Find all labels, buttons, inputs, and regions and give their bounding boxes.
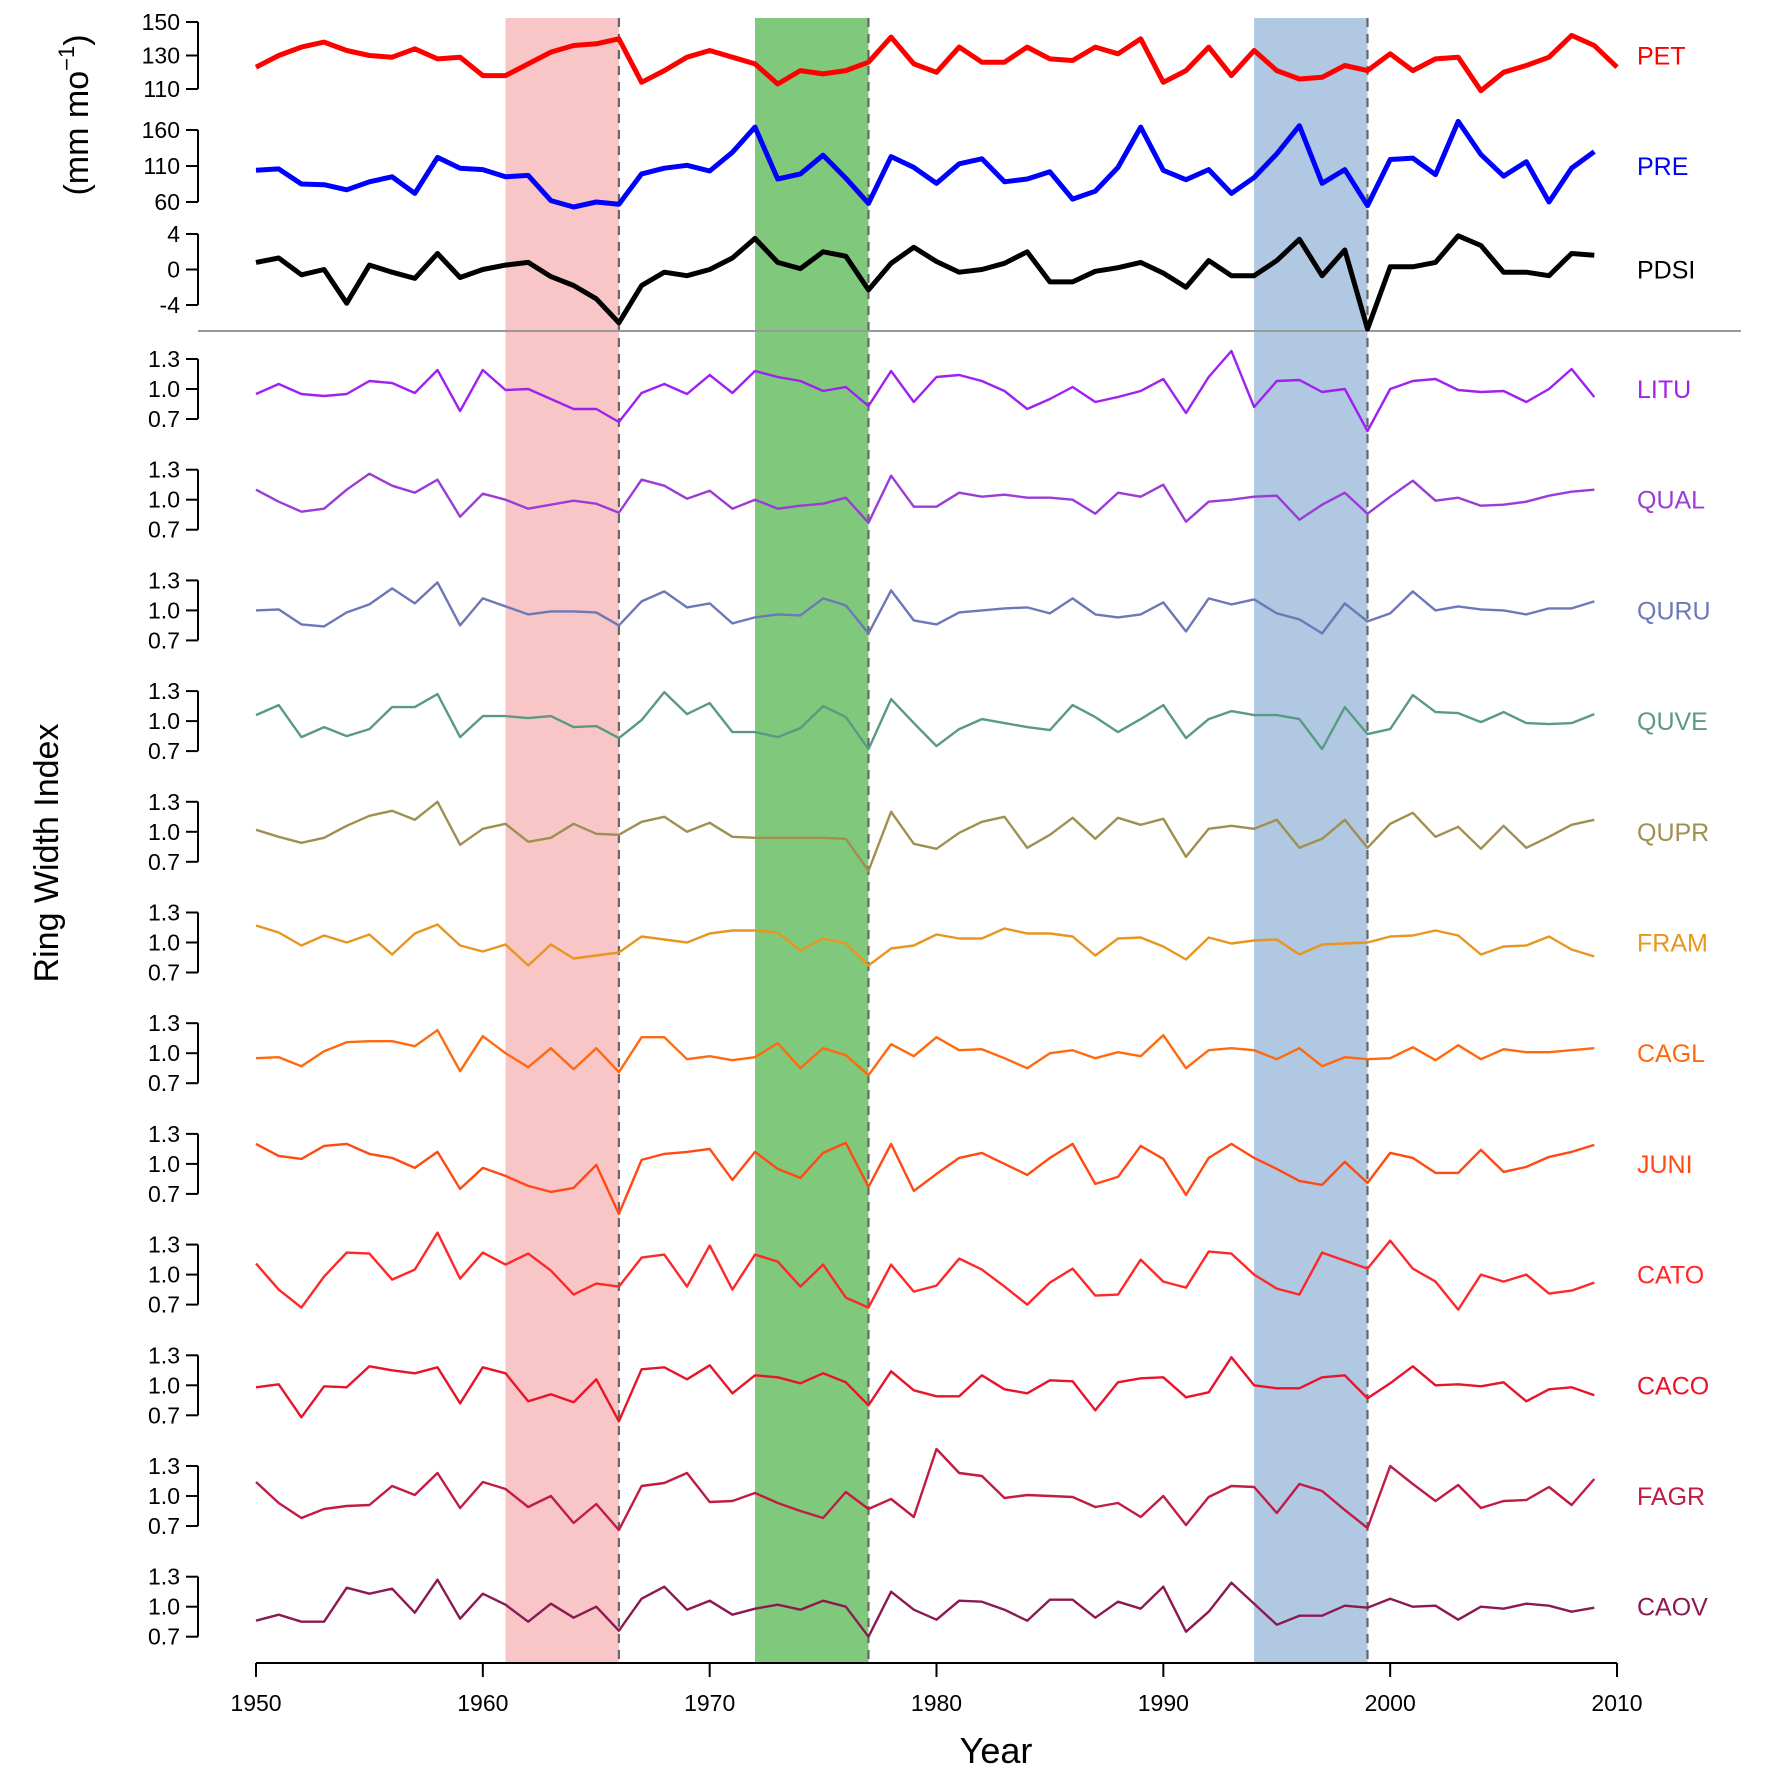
- caco-label: CACO: [1637, 1372, 1709, 1400]
- quve-y-tick-label: 1.3: [148, 678, 180, 704]
- juni-y-tick-label: 1.0: [148, 1151, 180, 1177]
- cagl-label: CAGL: [1637, 1040, 1705, 1068]
- pet-y-tick-label: 150: [142, 9, 180, 35]
- x-tick-label: 1960: [457, 1690, 508, 1716]
- fagr-y-tick-label: 1.3: [148, 1453, 180, 1479]
- qual-y-tick-label: 1.0: [148, 487, 180, 513]
- series-lines: [254, 32, 1619, 1638]
- pdsi-y-tick-label: 0: [167, 257, 180, 283]
- y-axes: 110 130 150 60 110 160 -4 0 4 0.7 1.0 1.3 0.7 1.0 1.3 0…: [142, 9, 199, 1650]
- litu-y-tick-label: 1.0: [148, 376, 180, 402]
- quve-line: [255, 690, 1595, 751]
- caov-line: [255, 1578, 1595, 1638]
- cagl-y-tick-label: 0.7: [148, 1070, 180, 1096]
- quru-y-tick-label: 1.3: [148, 567, 180, 593]
- fagr-line: [255, 1447, 1596, 1532]
- cato-y-tick-label: 0.7: [148, 1292, 180, 1318]
- pet-y-tick-label: 110: [143, 76, 180, 102]
- x-tick-label: 2010: [1591, 1690, 1642, 1716]
- juni-y-tick-label: 0.7: [148, 1181, 180, 1207]
- fagr-y-tick-label: 1.0: [148, 1483, 180, 1509]
- cato-line: [255, 1231, 1595, 1311]
- pdsi-y-tick-label: 4: [167, 221, 180, 247]
- pdsi-y-tick-label: -4: [160, 292, 181, 318]
- fram-label: FRAM: [1637, 930, 1708, 958]
- cato-y-tick-label: 1.3: [148, 1232, 180, 1258]
- cagl-line: [255, 1028, 1595, 1077]
- quve-y-tick-label: 0.7: [148, 738, 180, 764]
- juni-line: [255, 1141, 1595, 1216]
- quru-y-tick-label: 1.0: [148, 597, 180, 623]
- caco-y-tick-label: 1.3: [148, 1342, 180, 1368]
- cato-y-tick-label: 1.0: [148, 1262, 180, 1288]
- qupr-line: [255, 800, 1595, 872]
- climate-y-axis-title: (mm mo−1): [54, 34, 96, 195]
- qual-label: QUAL: [1637, 487, 1705, 515]
- quve-y-tick-label: 1.0: [148, 708, 180, 734]
- pre-line: [255, 118, 1596, 210]
- qual-y-tick-label: 0.7: [148, 517, 180, 543]
- quru-label: QURU: [1637, 597, 1711, 625]
- period-band-2: [755, 18, 869, 1663]
- caco-y-tick-label: 0.7: [148, 1402, 180, 1428]
- fagr-label: FAGR: [1637, 1483, 1705, 1511]
- caco-y-tick-label: 1.0: [148, 1372, 180, 1398]
- ring-y-axis-title: Ring Width Index: [28, 724, 66, 983]
- caov-y-tick-label: 0.7: [148, 1624, 180, 1650]
- climate-y-axis-title-main: (mm mo: [58, 71, 96, 196]
- quve-label: QUVE: [1637, 708, 1708, 736]
- qual-line: [255, 472, 1595, 524]
- climate-y-axis-title-close: ): [58, 34, 96, 45]
- juni-y-tick-label: 1.3: [148, 1121, 180, 1147]
- fram-y-tick-label: 1.0: [148, 930, 180, 956]
- qupr-y-tick-label: 0.7: [148, 849, 180, 875]
- x-tick-label: 1950: [230, 1690, 281, 1716]
- series-labels: PET PRE PDSI LITU QUAL QURU QUVE QUPR FRAM CAGL JU…: [1637, 43, 1711, 1622]
- x-axis: 1950 1960 1970 1980 1990 2000 2010: [230, 1662, 1643, 1716]
- x-tick-label: 1970: [684, 1690, 735, 1716]
- fram-line: [255, 923, 1595, 967]
- caov-y-tick-label: 1.0: [148, 1594, 180, 1620]
- quru-y-tick-label: 0.7: [148, 627, 180, 653]
- x-tick-label: 1980: [911, 1690, 962, 1716]
- period-band-1: [505, 18, 619, 1663]
- pet-line: [254, 32, 1619, 94]
- pet-y-tick-label: 130: [142, 43, 180, 69]
- qupr-y-tick-label: 1.3: [148, 789, 180, 815]
- pre-y-tick-label: 110: [143, 153, 180, 179]
- cato-label: CATO: [1637, 1262, 1704, 1290]
- fram-y-tick-label: 0.7: [148, 960, 180, 986]
- cagl-y-tick-label: 1.0: [148, 1040, 180, 1066]
- x-axis-title: Year: [960, 1730, 1033, 1771]
- qupr-y-tick-label: 1.0: [148, 819, 180, 845]
- pre-y-tick-label: 60: [154, 189, 180, 215]
- quru-line: [255, 581, 1595, 635]
- period-bands: [505, 18, 1368, 1663]
- x-tick-label: 1990: [1138, 1690, 1189, 1716]
- cagl-y-tick-label: 1.3: [148, 1010, 180, 1036]
- caov-y-tick-label: 1.3: [148, 1564, 180, 1590]
- pdsi-line: [255, 233, 1595, 332]
- litu-line: [255, 349, 1596, 433]
- qupr-label: QUPR: [1637, 819, 1709, 847]
- pre-label: PRE: [1637, 153, 1688, 181]
- caov-label: CAOV: [1637, 1594, 1708, 1622]
- x-tick-label: 2000: [1365, 1690, 1416, 1716]
- caco-line: [255, 1356, 1595, 1423]
- litu-y-tick-label: 1.3: [148, 346, 180, 372]
- juni-label: JUNI: [1637, 1151, 1693, 1179]
- climate-y-axis-title-superscript: −1: [54, 46, 79, 71]
- fagr-y-tick-label: 0.7: [148, 1513, 180, 1539]
- fram-y-tick-label: 1.3: [148, 900, 180, 926]
- litu-label: LITU: [1637, 376, 1691, 404]
- qual-y-tick-label: 1.3: [148, 457, 180, 483]
- pdsi-label: PDSI: [1637, 257, 1695, 285]
- litu-y-tick-label: 0.7: [148, 406, 180, 432]
- pet-label: PET: [1637, 43, 1686, 71]
- pre-y-tick-label: 160: [142, 117, 180, 143]
